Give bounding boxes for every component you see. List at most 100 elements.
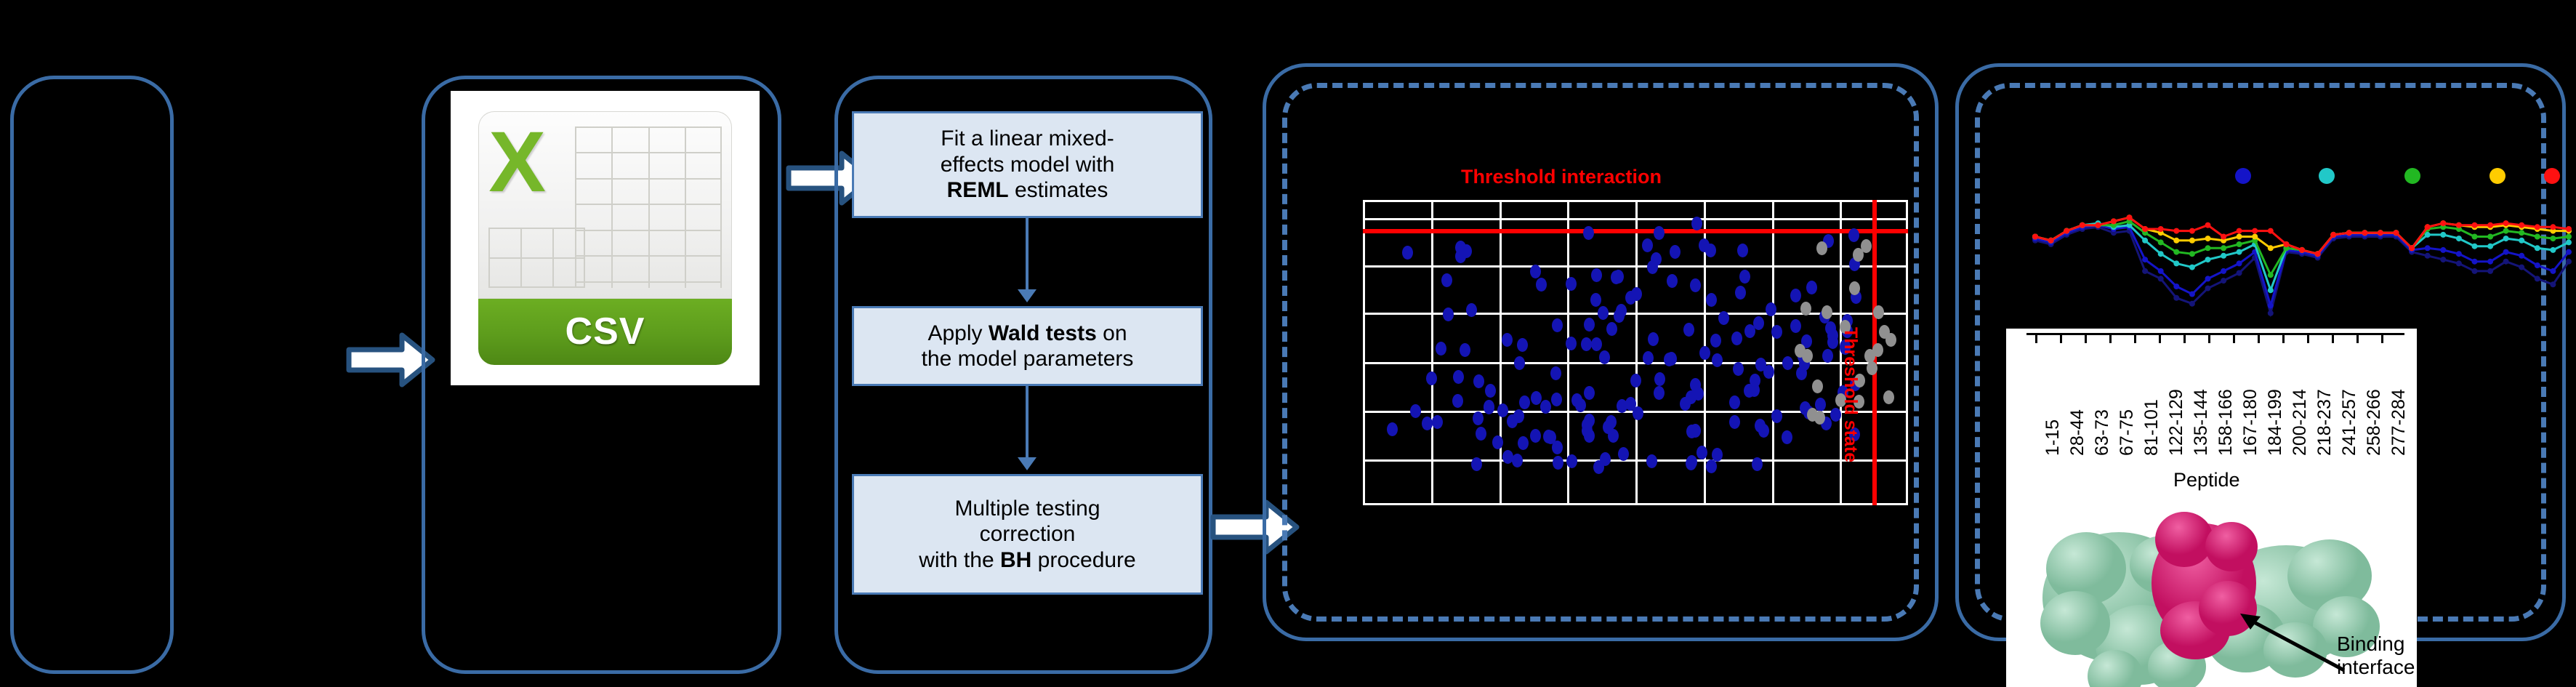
scatter-point — [1453, 369, 1465, 384]
scatter-point — [1729, 414, 1741, 429]
scatter-point — [1484, 400, 1495, 414]
scatter-point — [1732, 361, 1744, 376]
x-axis-tick-label: 158-166 — [2215, 389, 2236, 456]
data-point-red — [2409, 245, 2415, 252]
legend-dot-series-yellow — [2490, 168, 2505, 184]
csv-icon-label: CSV — [565, 310, 645, 353]
panel-csv-export — [422, 76, 781, 674]
scatter-point — [1473, 411, 1484, 425]
data-point-blue — [2519, 252, 2525, 259]
data-point-cyan — [2173, 260, 2180, 267]
arrow-step-1-to-2 — [345, 331, 436, 389]
scatter-point — [1593, 460, 1605, 474]
csv-icon-grid-main — [574, 126, 722, 288]
scatter-point — [1514, 355, 1526, 370]
scatter-point — [1618, 447, 1630, 462]
scatter-point — [1571, 393, 1582, 408]
data-point-navy — [2267, 310, 2274, 316]
data-point-red — [2236, 228, 2242, 234]
scatter-point — [1763, 365, 1775, 379]
scatter-point — [1806, 281, 1817, 295]
scatter-point — [1473, 374, 1484, 389]
scatter-point — [1535, 277, 1547, 292]
scatter-point — [1502, 449, 1514, 464]
connector-reml-to-wald — [1026, 218, 1029, 291]
scatter-point — [1735, 285, 1747, 300]
data-point-green — [2267, 272, 2274, 278]
data-point-navy — [2487, 268, 2494, 274]
scatter-point — [1830, 408, 1842, 422]
scatter-point — [1800, 334, 1812, 348]
scatter-point — [1502, 333, 1513, 347]
process-box-wald: Apply Wald tests on the model parameters — [852, 306, 1203, 386]
data-point-red — [2487, 222, 2494, 228]
data-point-blue — [2267, 302, 2274, 309]
scatter-point — [1771, 409, 1783, 423]
x-axis-tick-label: 200-214 — [2290, 389, 2310, 456]
scatter-point — [1409, 404, 1421, 419]
x-axis-tick-label: 81-101 — [2141, 399, 2162, 456]
data-point-red — [2064, 228, 2070, 234]
data-point-red — [2346, 230, 2352, 236]
scatter-point — [1744, 324, 1755, 338]
data-point-red — [2424, 224, 2431, 230]
data-point-yellow — [2189, 237, 2195, 244]
scatter-point — [1566, 454, 1578, 469]
data-point-red — [2126, 214, 2133, 221]
scatter-point — [1581, 424, 1593, 438]
scatter-point — [1790, 318, 1801, 333]
x-axis-tick-label: 28-44 — [2067, 409, 2088, 456]
data-point-blue — [2236, 260, 2242, 267]
x-axis-label: Peptide — [2173, 469, 2240, 491]
scatter-point — [1616, 399, 1627, 414]
data-point-cyan — [2267, 287, 2274, 294]
scatter-point — [1553, 455, 1564, 470]
scatter-point-nonsignificant — [1854, 374, 1866, 388]
data-point-navy — [2440, 257, 2447, 263]
scatter-point — [1442, 307, 1454, 321]
data-point-cyan — [2440, 231, 2447, 238]
scatter-point — [1749, 373, 1760, 387]
data-point-blue — [2503, 249, 2509, 255]
scatter-point — [1686, 455, 1697, 470]
data-point-red — [2157, 226, 2164, 232]
scatter-point — [1584, 317, 1595, 332]
data-point-navy — [2424, 252, 2431, 259]
data-point-cyan — [2205, 257, 2211, 263]
data-point-red — [2173, 228, 2180, 234]
process-box-bh: Multiple testing correction with the BH pr… — [852, 474, 1203, 595]
data-point-red — [2048, 237, 2054, 244]
scatter-point — [1542, 430, 1554, 444]
data-point-blue — [2189, 291, 2195, 297]
scatter-point — [1680, 396, 1691, 411]
scatter-point-nonsignificant — [1822, 305, 1833, 320]
scatter-point — [1718, 311, 1729, 326]
scatter-point — [1421, 417, 1433, 431]
scatter-point — [1691, 216, 1702, 230]
scatter-point — [1839, 339, 1851, 353]
data-point-yellow — [2236, 233, 2242, 240]
scatter-point — [1705, 293, 1717, 308]
scatter-point — [1739, 270, 1751, 284]
scatter-point — [1669, 245, 1681, 260]
process-box-wald-text: Apply Wald tests on the model parameters — [921, 321, 1134, 371]
scatter-point-nonsignificant — [1848, 281, 1860, 295]
data-point-green — [2503, 228, 2509, 234]
data-point-green — [2471, 233, 2478, 240]
connector-wald-to-bh — [1026, 386, 1029, 459]
data-point-red — [2205, 222, 2211, 228]
data-point-green — [2519, 230, 2525, 236]
data-point-navy — [2236, 270, 2242, 276]
arrow-step-3-to-4 — [1209, 498, 1300, 556]
data-point-red — [2110, 218, 2117, 225]
data-point-green — [2566, 233, 2572, 240]
data-point-cyan — [2550, 246, 2556, 253]
data-point-red — [2534, 224, 2540, 230]
data-point-navy — [2550, 281, 2556, 288]
data-point-blue — [2424, 245, 2431, 252]
scatter-point — [1646, 454, 1658, 468]
protein-structure-card: 1-15 28-44 63-73 67-75 81-101 122-129 135-144 1… — [2006, 329, 2417, 687]
data-point-navy — [2142, 268, 2149, 274]
scatter-point — [1517, 436, 1529, 451]
data-point-navy — [2503, 258, 2509, 265]
